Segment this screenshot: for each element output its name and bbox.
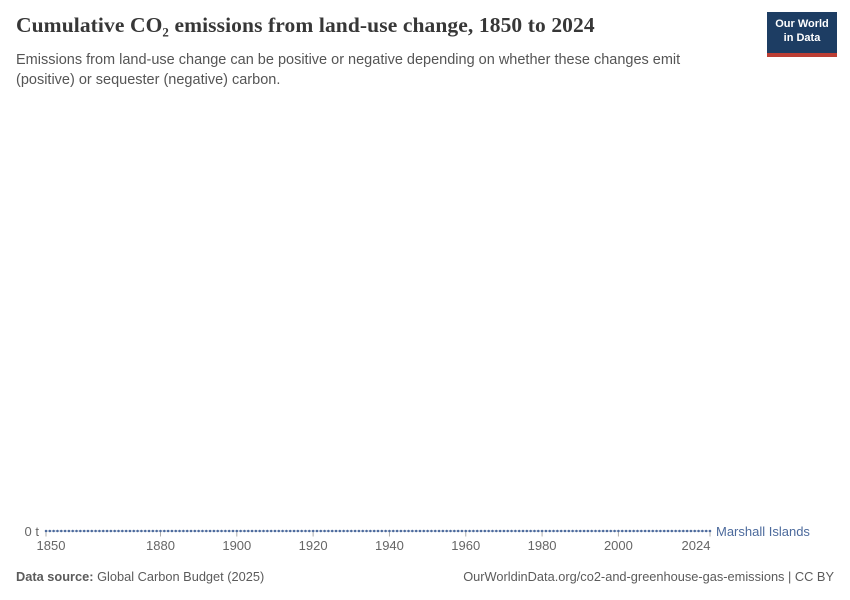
x-axis-tick-label: 1940 (374, 538, 404, 553)
x-axis-tick-label: 2024 (681, 538, 711, 553)
x-axis-ticks (45, 532, 711, 537)
x-axis-tick-label: 1960 (451, 538, 481, 553)
x-axis-tick-label: 1900 (222, 538, 252, 553)
data-source-label: Data source: (16, 569, 94, 584)
x-axis-tick-label: 2000 (603, 538, 633, 553)
data-source: Data source: Global Carbon Budget (2025) (16, 569, 264, 584)
data-line-marshall-islands[interactable] (44, 529, 712, 533)
x-axis-tick-label: 1850 (36, 538, 66, 553)
x-axis-tick-label: 1980 (527, 538, 557, 553)
footer-link[interactable]: OurWorldinData.org/co2-and-greenhouse-ga… (463, 569, 834, 584)
data-source-value[interactable]: Global Carbon Budget (2025) (97, 569, 265, 584)
chart-title: Cumulative CO₂ emissions from land-use c… (16, 13, 595, 37)
owid-logo-line2: in Data (783, 32, 821, 45)
owid-logo-line1: Our World (775, 18, 829, 30)
series-label-marshall-islands[interactable]: Marshall Islands (716, 524, 810, 539)
x-axis-tick-label: 1880 (146, 538, 175, 553)
y-axis-zero-label: 0 t (24, 524, 39, 539)
x-axis-tick-label: 1920 (298, 538, 328, 553)
chart-footer: Data source: Global Carbon Budget (2025)… (16, 569, 834, 584)
chart-subtitle: Emissions from land-use change can be po… (16, 52, 681, 88)
owid-logo[interactable]: Our World in Data (767, 12, 837, 57)
